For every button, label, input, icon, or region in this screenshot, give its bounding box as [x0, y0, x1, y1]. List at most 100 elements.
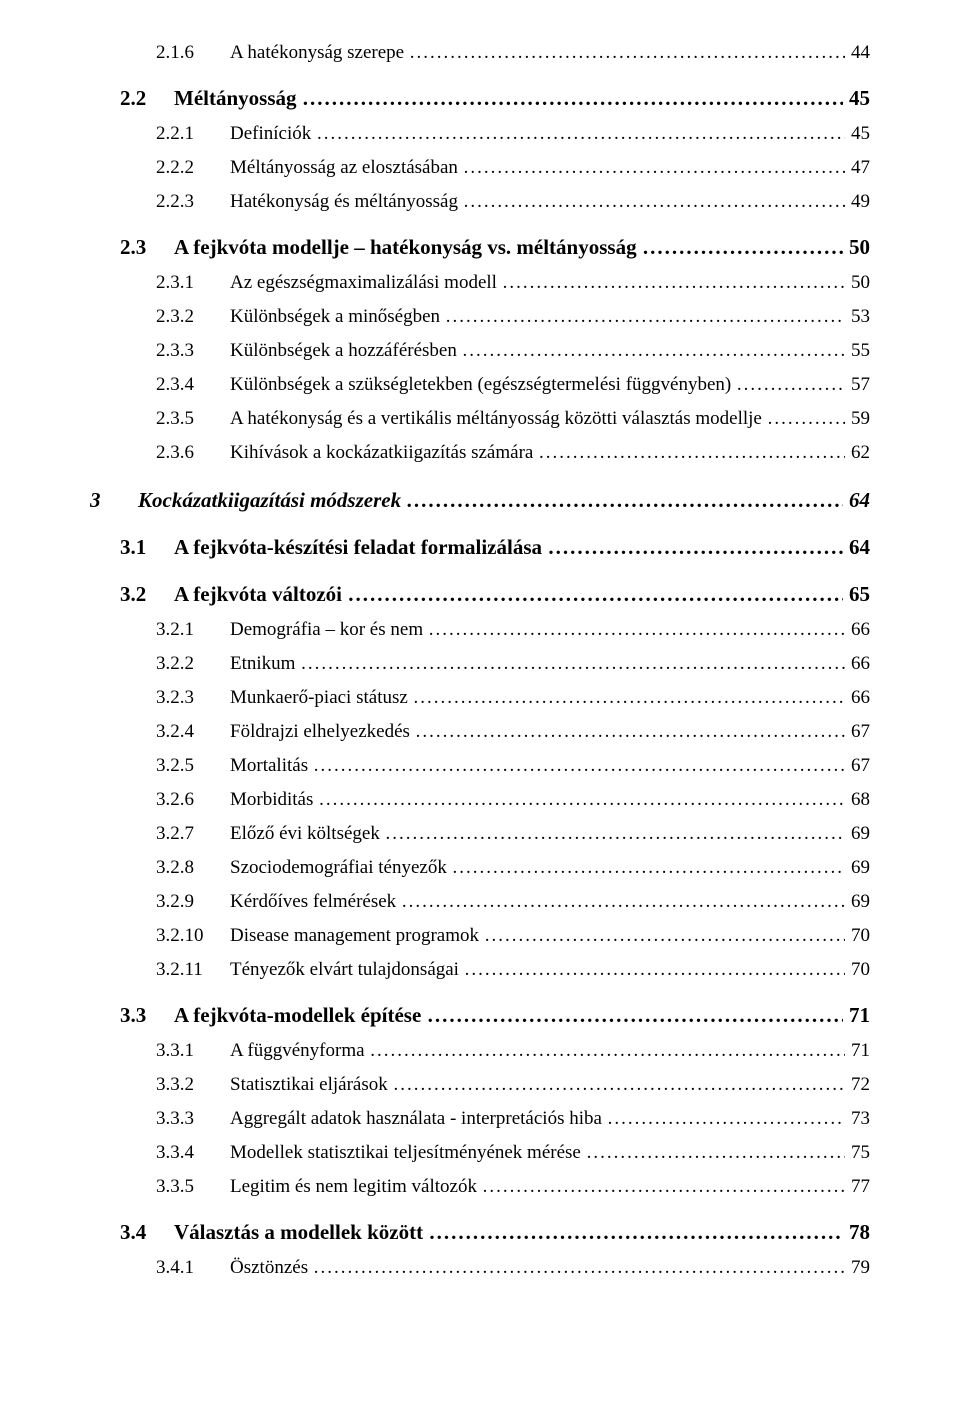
toc-entry-number: 2.3.5 — [90, 408, 230, 430]
toc-leader-dots — [303, 86, 843, 111]
toc-entry: 2.3.3Különbségek a hozzáférésben55 — [90, 340, 870, 362]
toc-entry-number: 3.2.4 — [90, 721, 230, 743]
toc-entry-page: 64 — [843, 535, 870, 560]
toc-entry-title: Demográfia – kor és nem — [230, 619, 429, 641]
toc-leader-dots — [319, 789, 845, 811]
toc-entry-page: 62 — [845, 442, 870, 464]
toc-entry-page: 53 — [845, 306, 870, 328]
toc-entry-page: 66 — [845, 619, 870, 641]
toc-entry-page: 59 — [845, 408, 870, 430]
toc-leader-dots — [348, 582, 842, 607]
toc-leader-dots — [483, 1176, 846, 1198]
toc-entry-number: 3.3.3 — [90, 1108, 230, 1130]
toc-entry-page: 69 — [845, 891, 870, 913]
toc-entry-number: 3.2.8 — [90, 857, 230, 879]
toc-entry-title: A fejkvóta-készítési feladat formalizálá… — [174, 535, 548, 560]
toc-entry-number: 3.2.5 — [90, 755, 230, 777]
toc-entry-title: Választás a modellek között — [174, 1220, 429, 1245]
toc-entry-page: 71 — [845, 1040, 870, 1062]
toc-entry-number: 3.3.2 — [90, 1074, 230, 1096]
toc-entry-page: 67 — [845, 721, 870, 743]
toc-entry-title: Etnikum — [230, 653, 301, 675]
toc-entry-number: 3.2.9 — [90, 891, 230, 913]
toc-leader-dots — [464, 191, 846, 213]
toc-entry-title: Különbségek a minőségben — [230, 306, 446, 328]
toc-entry: 2.3.1Az egészségmaximalizálási modell50 — [90, 272, 870, 294]
toc-entry-title: Ösztönzés — [230, 1257, 314, 1279]
table-of-contents: 2.1.6A hatékonyság szerepe442.2Méltányos… — [90, 42, 870, 1279]
toc-leader-dots — [643, 235, 843, 260]
toc-entry-title: Legitim és nem legitim változók — [230, 1176, 483, 1198]
toc-leader-dots — [463, 340, 846, 362]
toc-entry: 3.2.8Szociodemográfiai tényezők 69 — [90, 857, 870, 879]
toc-leader-dots — [407, 488, 842, 513]
toc-leader-dots — [410, 42, 846, 64]
toc-entry: 3.2.5Mortalitás67 — [90, 755, 870, 777]
toc-entry-number: 3 — [90, 488, 138, 513]
toc-entry-page: 71 — [843, 1003, 870, 1028]
toc-entry: 2.1.6A hatékonyság szerepe 44 — [90, 42, 870, 64]
toc-entry: 2.3A fejkvóta modellje – hatékonyság vs.… — [90, 235, 870, 260]
toc-entry: 3.2A fejkvóta változói65 — [90, 582, 870, 607]
toc-entry-title: Kérdőíves felmérések — [230, 891, 402, 913]
toc-leader-dots — [503, 272, 846, 294]
toc-entry: 2.3.6Kihívások a kockázatkiigazítás szám… — [90, 442, 870, 464]
toc-entry-title: A hatékonyság szerepe — [230, 42, 410, 64]
toc-entry-title: A fejkvóta-modellek építése — [174, 1003, 428, 1028]
toc-entry-title: Szociodemográfiai tényezők — [230, 857, 453, 879]
toc-entry-page: 70 — [845, 959, 870, 981]
toc-entry-number: 2.2.3 — [90, 191, 230, 213]
toc-entry-page: 44 — [845, 42, 870, 64]
toc-entry-page: 67 — [845, 755, 870, 777]
toc-entry-title: Statisztikai eljárások — [230, 1074, 393, 1096]
toc-entry-number: 2.3.2 — [90, 306, 230, 328]
toc-entry: 3.1A fejkvóta-készítési feladat formaliz… — [90, 535, 870, 560]
toc-leader-dots — [429, 1220, 842, 1245]
toc-entry-title: Előző évi költségek — [230, 823, 386, 845]
toc-leader-dots — [587, 1142, 846, 1164]
toc-entry-title: Modellek statisztikai teljesítményének m… — [230, 1142, 587, 1164]
toc-entry-number: 2.1.6 — [90, 42, 230, 64]
toc-entry-title: Az egészségmaximalizálási modell — [230, 272, 503, 294]
toc-entry-number: 3.3.1 — [90, 1040, 230, 1062]
toc-entry-title: Tényezők elvárt tulajdonságai — [230, 959, 465, 981]
toc-entry-page: 75 — [845, 1142, 870, 1164]
toc-entry: 2.2.1Definíciók45 — [90, 123, 870, 145]
toc-entry-page: 55 — [845, 340, 870, 362]
toc-entry-number: 2.3.4 — [90, 374, 230, 396]
toc-entry-page: 66 — [845, 687, 870, 709]
toc-entry-title: Morbiditás — [230, 789, 319, 811]
toc-entry-number: 2.2 — [90, 86, 174, 111]
toc-entry-page: 72 — [845, 1074, 870, 1096]
toc-entry-page: 79 — [845, 1257, 870, 1279]
toc-entry: 2.3.5A hatékonyság és a vertikális méltá… — [90, 408, 870, 430]
toc-entry-title: Kockázatkiigazítási módszerek — [138, 488, 407, 513]
toc-entry-page: 50 — [843, 235, 870, 260]
toc-leader-dots — [317, 123, 845, 145]
toc-leader-dots — [608, 1108, 846, 1130]
toc-leader-dots — [453, 857, 846, 879]
toc-entry: 3.2.4Földrajzi elhelyezkedés 67 — [90, 721, 870, 743]
toc-entry: 2.2.2Méltányosság az elosztásában47 — [90, 157, 870, 179]
toc-leader-dots — [464, 157, 846, 179]
toc-leader-dots — [414, 687, 846, 709]
toc-entry: 2.2.3Hatékonyság és méltányosság49 — [90, 191, 870, 213]
toc-leader-dots — [446, 306, 846, 328]
toc-leader-dots — [416, 721, 846, 743]
toc-entry-number: 3.3.5 — [90, 1176, 230, 1198]
toc-leader-dots — [768, 408, 846, 430]
toc-entry-number: 3.4 — [90, 1220, 174, 1245]
toc-entry-number: 3.2.2 — [90, 653, 230, 675]
toc-entry-number: 2.3.1 — [90, 272, 230, 294]
toc-entry-page: 77 — [845, 1176, 870, 1198]
toc-entry-number: 2.3.3 — [90, 340, 230, 362]
toc-entry: 3.2.6Morbiditás68 — [90, 789, 870, 811]
toc-entry-title: Földrajzi elhelyezkedés — [230, 721, 416, 743]
toc-entry-page: 65 — [843, 582, 870, 607]
toc-entry-number: 2.3 — [90, 235, 174, 260]
toc-entry-page: 69 — [845, 857, 870, 879]
toc-leader-dots — [393, 1074, 845, 1096]
toc-entry-number: 3.2.10 — [90, 925, 230, 947]
toc-entry-number: 3.3 — [90, 1003, 174, 1028]
toc-entry-number: 3.2.1 — [90, 619, 230, 641]
